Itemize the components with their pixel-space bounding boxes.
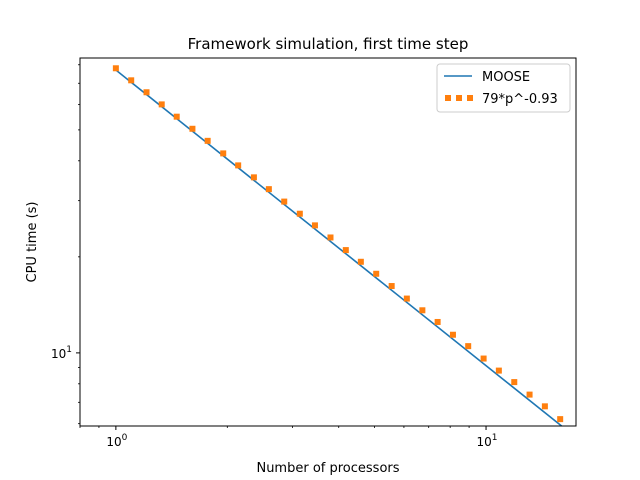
series-point-fit <box>311 222 318 229</box>
series-point-fit <box>204 137 211 144</box>
series-point-fit <box>465 343 472 350</box>
series-point-fit <box>235 162 242 169</box>
series-layer <box>112 65 564 427</box>
series-point-fit <box>449 331 456 338</box>
series-point-fit <box>189 125 196 132</box>
series-point-fit <box>265 186 272 193</box>
series-point-fit <box>495 367 502 374</box>
x-tick-label: 101 <box>477 433 498 449</box>
series-point-fit <box>158 101 165 108</box>
y-axis-ticks: 101 <box>51 64 80 425</box>
series-point-fit <box>342 247 349 254</box>
series-point-fit <box>557 416 564 423</box>
series-point-fit <box>419 307 426 314</box>
x-axis-label: Number of processors <box>256 461 399 476</box>
legend: MOOSE 79*p^-0.93 <box>436 63 571 113</box>
series-point-fit <box>434 318 441 325</box>
series-point-fit <box>403 295 410 302</box>
legend-label: 79*p^-0.93 <box>482 92 558 107</box>
chart-title: Framework simulation, first time step <box>188 35 469 53</box>
series-point-fit <box>526 391 533 398</box>
plot-frame <box>79 57 577 427</box>
series-point-fit <box>327 234 334 241</box>
plot-area <box>79 57 577 427</box>
series-point-fit <box>296 210 303 217</box>
x-tick-label: 100 <box>106 433 127 449</box>
series-point-fit <box>373 270 380 277</box>
series-point-fit <box>173 113 180 120</box>
y-axis-label: CPU time (s) <box>25 202 40 283</box>
series-point-fit <box>143 89 150 96</box>
series-point-fit <box>220 150 227 157</box>
series-line-moose <box>115 69 563 427</box>
legend-label: MOOSE <box>482 70 530 85</box>
series-point-fit <box>541 403 548 410</box>
legend-swatch-fit <box>445 95 473 101</box>
x-axis-ticks: 100 101 <box>79 426 498 449</box>
series-point-fit <box>357 258 364 265</box>
series-point-fit <box>128 77 135 84</box>
y-tick-label: 101 <box>51 345 72 361</box>
series-point-fit <box>281 198 288 205</box>
series-point-fit <box>112 65 119 72</box>
series-point-fit <box>511 379 518 386</box>
series-point-fit <box>388 283 395 290</box>
series-point-fit <box>480 355 487 362</box>
series-point-fit <box>250 174 257 181</box>
